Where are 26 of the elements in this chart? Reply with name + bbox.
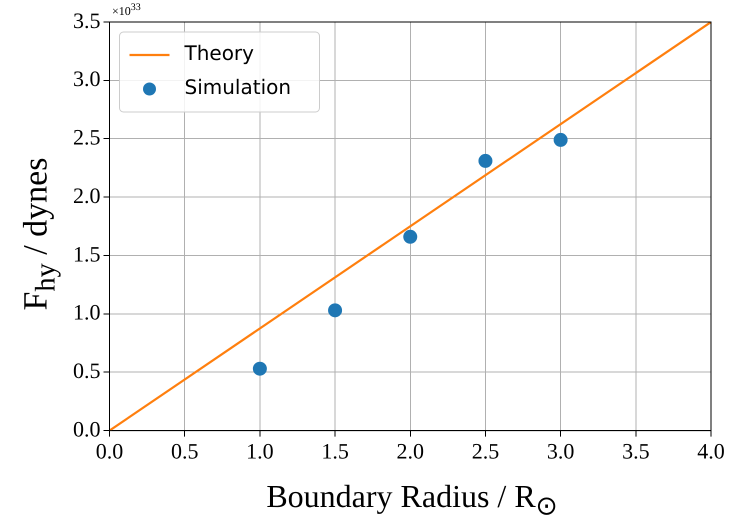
y-tick-label: 3.0 [73,66,100,92]
point [328,303,342,318]
x-tick-label: 0.5 [170,438,198,464]
y-tick-label: 0.0 [73,416,100,442]
y-tick-label: 1.5 [73,241,100,266]
point [252,362,267,376]
x-tick-label: 2.5 [472,438,500,464]
point [554,132,568,147]
y-tick-label: 2.0 [73,182,100,208]
y-tick-label: 0.5 [73,358,100,384]
x-axis-title: Boundary Radius / R$_{⊙}$ [265,478,560,522]
x-tick-label: 1.5 [321,438,349,464]
x-tick-label: 1.0 [246,438,274,464]
x-tick-label: 0.0 [96,438,124,464]
y-tick-label: 2.5 [73,124,100,150]
point [478,154,492,168]
x-tick-label: 4.0 [697,438,725,464]
x-tick-label: 3.5 [622,438,650,464]
y-tick-label: 3.5 [73,8,100,33]
y-tick-label: 1.0 [73,300,100,325]
text: ×10$^{33}$ [112,2,141,19]
x-tick-label: 2.0 [396,438,424,464]
legend-label: Theory [184,41,254,66]
point [403,230,418,244]
legend-label: Simulation [184,75,292,100]
x-tick-label: 3.0 [546,438,574,464]
